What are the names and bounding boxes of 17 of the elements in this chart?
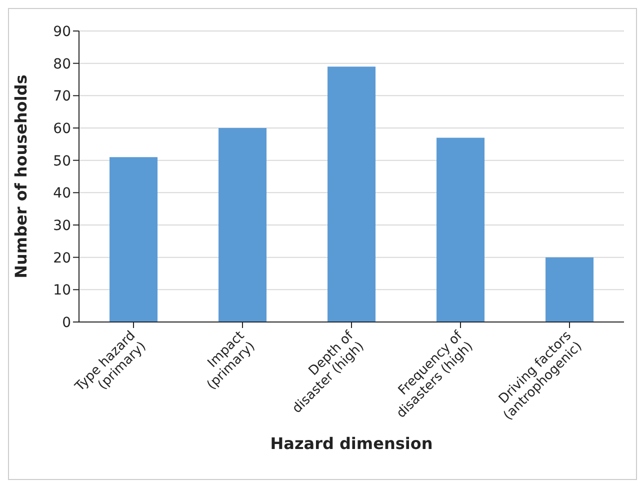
- y-tick-label: 10: [53, 282, 71, 299]
- y-tick-label: 40: [53, 186, 71, 202]
- bar: [110, 157, 158, 322]
- bar: [436, 138, 485, 322]
- y-axis-title: Number of households: [12, 74, 31, 278]
- bar: [218, 128, 267, 322]
- y-tick-label: 0: [62, 314, 71, 331]
- y-tick-label: 50: [53, 153, 71, 170]
- y-tick-label: 90: [53, 24, 71, 40]
- x-axis-title: Hazard dimension: [270, 434, 433, 453]
- y-tick-label: 80: [53, 56, 71, 72]
- y-tick-label: 20: [53, 250, 71, 266]
- bar: [546, 257, 594, 322]
- bar: [328, 66, 376, 322]
- y-tick-label: 70: [53, 88, 71, 105]
- y-tick-label: 30: [53, 218, 71, 234]
- y-tick-label: 60: [53, 120, 71, 137]
